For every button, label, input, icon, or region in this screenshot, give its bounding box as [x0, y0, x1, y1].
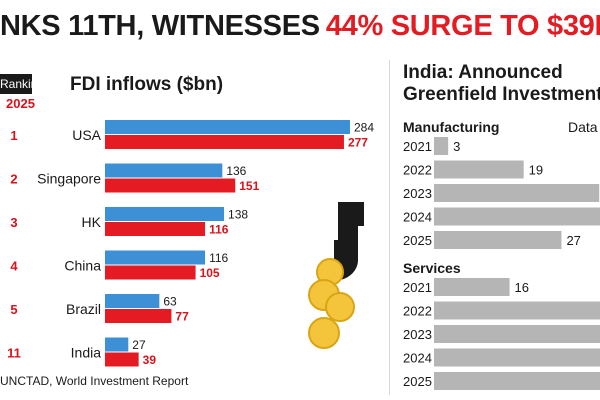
headline-red-text: 44% SURGE TO $39BN [325, 10, 600, 42]
fdi-bar-2025 [105, 265, 196, 280]
fdi-bar-2025 [105, 135, 344, 149]
country-label: China [64, 258, 101, 274]
greenfield-title-line2: Greenfield Investment [403, 84, 600, 105]
fdi-value-2024: 63 [163, 295, 177, 309]
fdi-value-2025: 116 [209, 223, 229, 237]
fdi-value-2025: 77 [175, 310, 189, 324]
greenfield-bar [434, 278, 510, 296]
greenfield-bar [434, 325, 600, 343]
rank-year: 2025 [6, 96, 35, 111]
greenfield-value: 16 [515, 280, 529, 295]
fdi-value-2024: 136 [226, 164, 246, 178]
rank-label: 2 [10, 172, 17, 187]
rank-label: 3 [10, 215, 17, 230]
greenfield-bar [434, 207, 600, 226]
hand-coins-icon [308, 202, 364, 349]
country-label: India [71, 345, 102, 361]
rank-label: 1 [10, 128, 17, 143]
greenfield-title: India: Announced Greenfield Investment [403, 62, 600, 106]
greenfield-value: 27 [566, 233, 580, 248]
fdi-bar-2025 [105, 352, 139, 367]
year-label: 2021 [403, 139, 432, 154]
greenfield-value: 3 [453, 139, 460, 154]
fdi-value-2024: 116 [209, 251, 228, 265]
country-label: Brazil [66, 301, 101, 317]
year-label: 2023 [403, 327, 432, 342]
country-label: HK [82, 214, 102, 230]
fdi-bar-2025 [105, 309, 172, 323]
country-label: Singapore [37, 171, 101, 187]
greenfield-bar [434, 231, 562, 249]
greenfield-bar [434, 301, 600, 320]
fdi-bar-2024 [105, 337, 129, 352]
rank-label: 11 [7, 346, 21, 361]
greenfield-bar [434, 160, 524, 179]
fdi-value-2025: 277 [348, 136, 368, 150]
fdi-value-2025: 151 [239, 179, 259, 193]
fdi-value-2025: 105 [200, 266, 220, 280]
fdi-value-2024: 284 [354, 121, 374, 135]
fdi-chart-title: FDI inflows ($bn) [70, 74, 224, 95]
greenfield-bar [434, 137, 449, 155]
country-label: USA [72, 127, 101, 143]
fdi-bar-2024 [105, 294, 160, 308]
fdi-bar-2024 [105, 163, 223, 178]
year-label: 2022 [403, 304, 432, 319]
group-label: Services [403, 260, 461, 276]
greenfield-bar [434, 184, 600, 202]
year-label: 2025 [403, 374, 432, 389]
fdi-value-2024: 27 [132, 338, 146, 352]
greenfield-bar [434, 348, 600, 367]
panel-divider [389, 60, 390, 395]
fdi-value-2025: 39 [143, 353, 157, 367]
group-label: Manufacturing [403, 119, 499, 135]
source-note: UNCTAD, World Investment Report [0, 374, 189, 388]
greenfield-title-line1: India: Announced [403, 62, 563, 83]
rank-badge: Ranking [0, 74, 32, 94]
fdi-bar-2025 [105, 178, 236, 193]
headline-dark-text: NKS 11TH, WITNESSES [0, 10, 320, 42]
fdi-bar-2025 [105, 222, 206, 236]
greenfield-bar [434, 372, 600, 390]
year-label: 2023 [403, 186, 432, 201]
rank-label: 5 [10, 302, 17, 317]
year-label: 2021 [403, 280, 432, 295]
fdi-value-2024: 138 [228, 208, 248, 222]
year-label: 2024 [403, 210, 432, 225]
fdi-bar-2024 [105, 250, 206, 265]
fdi-bar-2024 [105, 207, 225, 221]
data-note: Data [568, 119, 598, 135]
greenfield-value: 19 [529, 163, 543, 178]
year-label: 2024 [403, 351, 432, 366]
year-label: 2022 [403, 163, 432, 178]
year-label: 2025 [403, 233, 432, 248]
fdi-bar-2024 [105, 120, 350, 134]
rank-label: 4 [10, 259, 18, 274]
